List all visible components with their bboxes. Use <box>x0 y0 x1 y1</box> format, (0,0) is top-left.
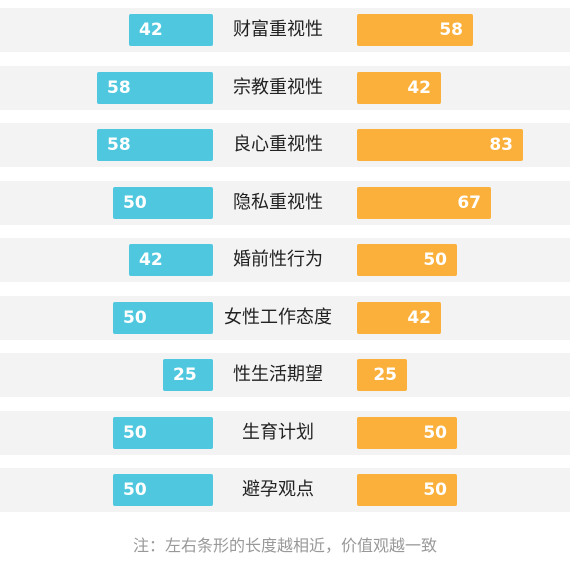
right-bar: 42 <box>357 301 441 334</box>
right-bar: 50 <box>357 416 457 449</box>
category-label: 婚前性行为 <box>233 249 323 270</box>
right-bar: 58 <box>357 14 473 46</box>
row-background <box>0 410 570 455</box>
left-bar: 50 <box>113 301 213 334</box>
left-bar: 58 <box>97 71 213 104</box>
left-bar: 42 <box>129 244 213 276</box>
left-bar: 50 <box>113 416 213 449</box>
row-background <box>0 295 570 340</box>
category-label: 性生活期望 <box>233 364 323 385</box>
right-bar: 67 <box>357 186 491 219</box>
right-bar: 50 <box>357 474 457 506</box>
category-label: 财富重视性 <box>233 19 323 40</box>
row-background <box>0 8 570 52</box>
right-bar: 42 <box>357 71 441 104</box>
left-bar: 50 <box>113 474 213 506</box>
category-label: 女性工作态度 <box>224 306 332 328</box>
category-label: 宗教重视性 <box>233 76 323 98</box>
category-label: 隐私重视性 <box>233 191 323 213</box>
left-bar: 25 <box>163 359 213 391</box>
right-bar: 83 <box>357 129 523 161</box>
row-background <box>0 238 570 282</box>
row-background <box>0 353 570 397</box>
chart-note: 注：左右条形的长度越相近，价值观越一致 <box>132 536 437 555</box>
category-label: 避孕观点 <box>242 479 314 500</box>
left-bar: 50 <box>113 186 213 219</box>
left-bar: 58 <box>97 129 213 161</box>
category-label: 良心重视性 <box>233 134 323 155</box>
right-bar: 50 <box>357 244 457 276</box>
right-bar: 25 <box>357 359 407 391</box>
left-bar: 42 <box>129 14 213 46</box>
row-background <box>0 468 570 512</box>
category-label: 生育计划 <box>242 421 314 443</box>
row-background <box>0 65 570 110</box>
